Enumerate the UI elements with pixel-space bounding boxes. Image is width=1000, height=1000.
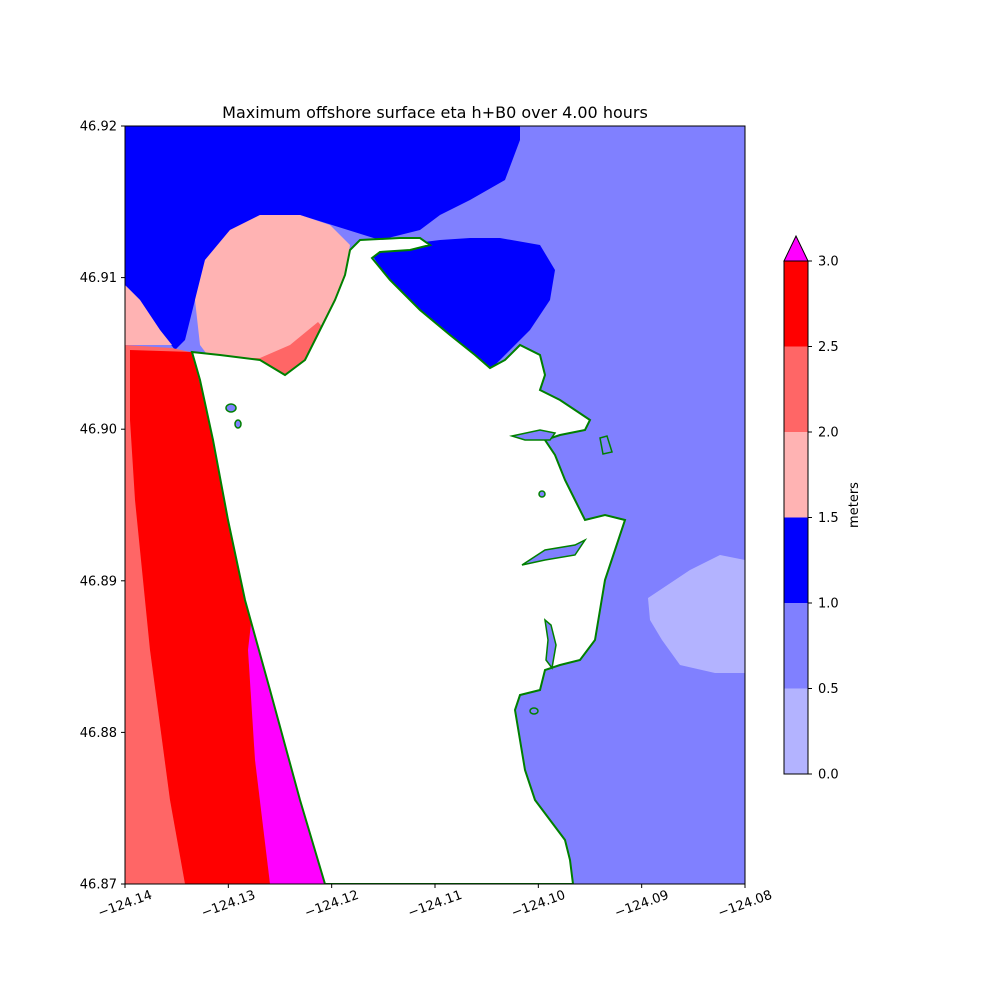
map-title: Maximum offshore surface eta h+B0 over 4…	[222, 103, 648, 122]
colorbar-tick-label: 0.0	[818, 768, 839, 783]
inlet-channel-4	[599, 435, 613, 455]
surge-zone-1-5-to-2-0	[195, 215, 350, 390]
colorbar-tick-label: 2.5	[818, 340, 839, 355]
y-tick-label: 46.91	[80, 271, 117, 286]
inlet-channel-1	[509, 429, 557, 441]
island-small-3	[538, 490, 546, 498]
y-tick-label: 46.87	[80, 878, 117, 893]
map-area	[124, 125, 746, 885]
x-tick-label: −124.11	[406, 888, 464, 921]
x-tick-label: −124.08	[716, 888, 774, 921]
inlet-channel-2	[521, 538, 588, 566]
colorbar-segments	[783, 260, 809, 775]
colorbar-segment	[784, 432, 808, 518]
x-tick-label: −124.12	[303, 888, 361, 921]
colorbar-segment	[784, 261, 808, 347]
y-axis-ticks: 46.87 46.88 46.89 46.90 46.91 46.92	[80, 120, 125, 893]
x-tick-label: −124.10	[509, 888, 567, 921]
island-small-4	[529, 707, 539, 715]
y-tick-label: 46.89	[80, 574, 117, 589]
island-small-1	[225, 403, 237, 413]
colorbar-tick-label: 1.0	[818, 597, 839, 612]
colorbar: 0.0 0.5 1.0 1.5 2.0 2.5 3.0 meters	[783, 234, 862, 783]
x-tick-label: −124.13	[199, 888, 257, 921]
island-small-2	[234, 419, 242, 429]
surge-zone-0-0-to-0-5	[648, 555, 745, 673]
y-tick-label: 46.90	[80, 423, 117, 438]
colorbar-ticks: 0.0 0.5 1.0 1.5 2.0 2.5 3.0	[808, 255, 839, 783]
colorbar-segment	[784, 517, 808, 603]
colorbar-tick-label: 0.5	[818, 682, 839, 697]
colorbar-extend-triangle	[783, 234, 809, 262]
y-tick-label: 46.92	[80, 120, 117, 135]
y-tick-label: 46.88	[80, 726, 117, 741]
colorbar-tick-label: 3.0	[818, 255, 839, 270]
x-tick-label: −124.14	[96, 888, 154, 921]
colorbar-tick-label: 2.0	[818, 426, 839, 441]
surge-zone-1-0-to-1-5-north	[125, 126, 520, 350]
x-tick-label: −124.09	[613, 888, 671, 921]
x-axis-ticks: −124.14 −124.13 −124.12 −124.11 −124.10 −124.…	[96, 884, 774, 921]
colorbar-segment	[784, 688, 808, 774]
surge-zone-1-5-to-2-0-west	[125, 285, 172, 345]
colorbar-label: meters	[847, 482, 862, 528]
inlet-channel-3	[543, 618, 557, 670]
colorbar-segment	[784, 346, 808, 432]
colorbar-tick-label: 1.5	[818, 511, 839, 526]
colorbar-segment	[784, 603, 808, 689]
surge-zone-1-0-to-1-5-bay	[372, 238, 555, 370]
